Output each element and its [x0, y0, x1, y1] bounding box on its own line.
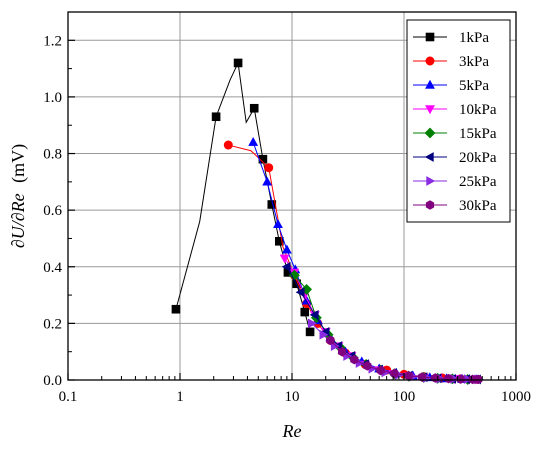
legend-label: 5kPa — [459, 78, 489, 94]
legend-label: 30kPa — [459, 198, 497, 214]
data-point — [295, 287, 305, 298]
data-point — [223, 140, 233, 150]
data-point — [444, 373, 453, 384]
data-point — [363, 361, 372, 371]
legend-box — [406, 19, 511, 223]
data-point — [456, 374, 465, 384]
x-tick-label: 10 — [285, 389, 300, 405]
data-point — [211, 112, 221, 122]
x-tick-label: 0.1 — [59, 389, 78, 405]
y-axis-title: ∂U/∂Re (mV) — [8, 144, 29, 248]
data-point — [337, 346, 347, 357]
data-point — [264, 163, 274, 173]
data-point — [279, 254, 290, 264]
data-point — [330, 341, 340, 351]
y-tick-label: 0.0 — [43, 373, 62, 389]
y-tick-label: 1.0 — [43, 90, 62, 106]
legend-label: 10kPa — [459, 102, 497, 118]
data-point — [171, 304, 181, 314]
data-point — [319, 329, 329, 340]
x-tick-label: 100 — [393, 389, 416, 405]
legend-marker — [426, 176, 436, 186]
legend-item: 5kPa — [413, 78, 489, 94]
legend: 1kPa 3kPa 5kPa 10kPa 15kPa 20kPa 25kPa 30kPa — [406, 19, 511, 223]
x-axis-title: Re — [282, 421, 302, 441]
y-tick-label: 1.2 — [43, 33, 62, 49]
x-tick-label: 1 — [176, 389, 184, 405]
data-point — [248, 136, 259, 146]
data-point — [249, 103, 259, 113]
y-tick-label: 0.6 — [43, 203, 62, 219]
data-point — [233, 58, 243, 68]
data-point — [390, 368, 399, 379]
legend-marker — [425, 105, 435, 115]
data-point — [376, 365, 385, 376]
legend-label: 1kPa — [459, 30, 489, 46]
legend-label: 15kPa — [459, 126, 497, 142]
legend-item: 10kPa — [413, 102, 497, 118]
data-point — [300, 307, 310, 317]
y-tick-label: 0.2 — [43, 316, 62, 332]
y-tick-label: 0.8 — [43, 147, 62, 163]
data-point — [404, 371, 413, 381]
legend-label: 25kPa — [459, 174, 497, 190]
legend-item: 1kPa — [413, 30, 489, 46]
data-point — [281, 261, 291, 272]
data-point — [309, 309, 319, 320]
data-point — [308, 318, 317, 329]
data-point — [281, 244, 292, 254]
legend-item: 15kPa — [413, 126, 497, 142]
axes: 0.1 1 10 100 1000 0.0 0.2 0.4 0.6 0.8 1.0 1.2 — [43, 11, 531, 405]
legend-item: 25kPa — [413, 174, 497, 190]
data-point — [305, 327, 315, 337]
legend-marker — [425, 32, 435, 42]
data-point — [274, 236, 284, 246]
y-axis-title-symbol: ∂U/∂Re — [8, 193, 28, 248]
legend-marker — [425, 79, 435, 89]
data-point — [350, 354, 359, 365]
legend-marker — [425, 200, 435, 210]
legend-item: 20kPa — [413, 150, 497, 166]
legend-label: 20kPa — [459, 150, 497, 166]
data-point — [273, 219, 283, 229]
legend-item: 3kPa — [413, 54, 489, 70]
data-point — [326, 335, 335, 346]
legend-label: 3kPa — [459, 54, 489, 70]
legend-marker — [425, 56, 435, 66]
legend-marker — [424, 127, 436, 139]
legend-marker — [424, 152, 434, 162]
data-point — [262, 176, 273, 186]
legend-item: 30kPa — [413, 198, 497, 214]
x-tick-label: 1000 — [501, 389, 531, 405]
y-tick-label: 0.4 — [43, 260, 62, 276]
y-axis-title-unit: (mV) — [8, 144, 29, 183]
